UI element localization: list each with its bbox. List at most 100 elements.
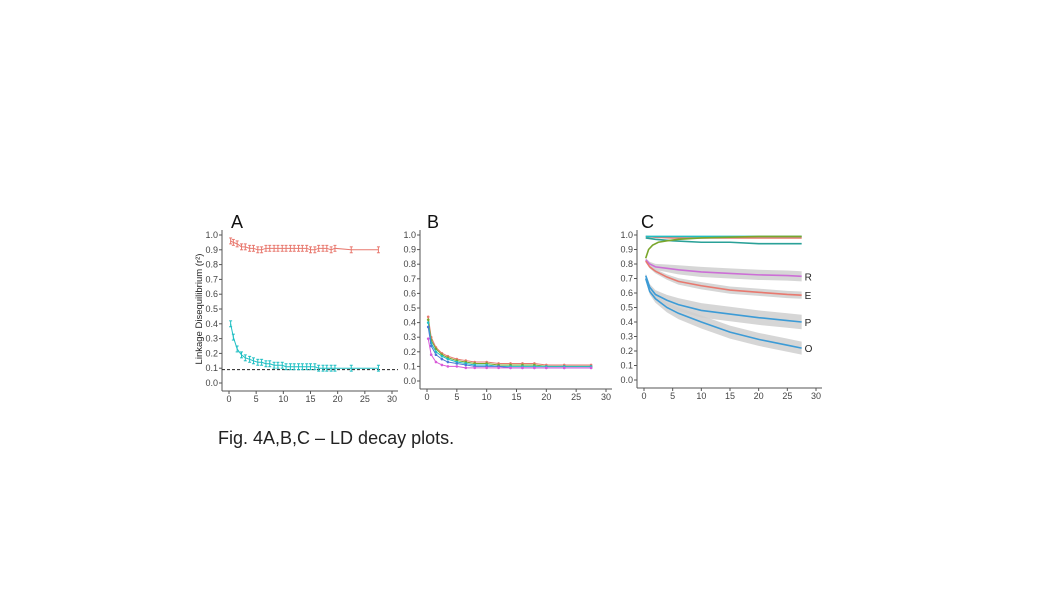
- series-0: [229, 237, 380, 254]
- y-tick-label: 1.0: [620, 230, 633, 240]
- data-point: [429, 353, 433, 357]
- series-line: [427, 322, 592, 367]
- panel-c: C 0.0 0.1 0.2 0.3 0.4 0.5 0.6 0.7 0.8 0.9 1.0 0 5 10 15…: [620, 212, 822, 401]
- y-tick-label: 0.1: [620, 361, 633, 371]
- series-end-label: R: [805, 272, 812, 283]
- data-point: [440, 357, 444, 361]
- y-tick-label: 0.8: [620, 259, 633, 269]
- y-tick-label: 0.3: [403, 332, 416, 342]
- y-tick-label: 0.2: [205, 348, 218, 358]
- y-tick-label: 0.7: [403, 274, 416, 284]
- series-line: [427, 316, 592, 366]
- panel-a: A 0.0 0.1 0.2 0.3 0.4 0.5 0.6 0.7 0.8 0.9 1.0 0 5 10 15…: [194, 212, 398, 404]
- y-tick-label: 1.0: [205, 230, 218, 240]
- y-tick-label: 0.1: [403, 361, 416, 371]
- data-point: [521, 366, 524, 370]
- data-point: [562, 366, 566, 370]
- series-2: [645, 237, 802, 245]
- x-tick-label: 15: [511, 392, 521, 402]
- y-axis-title: Linkage Disequilibrium (r²): [194, 254, 205, 365]
- data-point: [455, 365, 459, 368]
- series-line: [645, 237, 802, 245]
- y-tick-label: 0.5: [620, 303, 633, 313]
- data-point: [434, 353, 438, 357]
- y-tick-label: 0.6: [205, 289, 218, 299]
- x-tick-label: 0: [641, 391, 646, 401]
- x-tick-label: 10: [482, 392, 492, 402]
- series-end-label: P: [805, 318, 812, 329]
- series-line: [644, 278, 802, 349]
- data-point: [434, 350, 438, 354]
- data-point: [426, 321, 430, 324]
- series-r: R: [645, 259, 812, 283]
- y-tick-label: 0.1: [205, 363, 218, 373]
- data-point: [434, 360, 438, 364]
- panel-b: B 0.0 0.1 0.2 0.3 0.4 0.5 0.6 0.7 0.8 0.9 1.0 0 5 10 15…: [403, 212, 612, 402]
- confidence-band: [645, 260, 802, 299]
- x-tick-label: 30: [601, 392, 611, 402]
- x-tick-label: 10: [696, 391, 706, 401]
- x-tick-label: 0: [226, 394, 231, 404]
- y-tick-label: 0.6: [403, 288, 416, 298]
- y-tick-label: 0.3: [205, 334, 218, 344]
- x-tick-label: 30: [811, 391, 821, 401]
- data-point: [446, 357, 450, 361]
- confidence-band: [645, 273, 802, 330]
- series-2: [426, 321, 593, 368]
- x-tick-label: 20: [333, 394, 343, 404]
- figure-caption: Fig. 4A,B,C – LD decay plots.: [218, 428, 455, 448]
- y-tick-label: 0.2: [620, 346, 633, 356]
- data-point: [446, 365, 450, 368]
- panel-label: B: [427, 212, 439, 232]
- x-tick-label: 10: [278, 394, 288, 404]
- x-tick-label: 5: [254, 394, 259, 404]
- x-tick-label: 5: [454, 392, 459, 402]
- data-point: [426, 315, 430, 319]
- x-tick-label: 25: [571, 392, 581, 402]
- y-tick-label: 0.6: [620, 288, 633, 298]
- y-tick-label: 0.4: [620, 317, 633, 327]
- y-tick-label: 0.0: [620, 375, 633, 385]
- x-tick-label: 15: [305, 394, 315, 404]
- data-point: [545, 366, 548, 370]
- data-point: [464, 363, 468, 367]
- series-line: [644, 235, 802, 259]
- series-o: O: [644, 278, 813, 355]
- x-tick-label: 20: [541, 392, 551, 402]
- data-point: [429, 344, 433, 348]
- y-tick-label: 0.3: [620, 332, 633, 342]
- series-end-label: O: [805, 344, 813, 355]
- data-point: [426, 318, 430, 321]
- series-4: [426, 337, 593, 370]
- panel-label: C: [641, 212, 654, 232]
- data-point: [464, 366, 468, 370]
- data-point: [473, 366, 477, 370]
- x-tick-label: 25: [360, 394, 370, 404]
- series-line: [427, 319, 592, 367]
- y-tick-label: 0.7: [620, 274, 633, 284]
- x-tick-label: 25: [782, 391, 792, 401]
- confidence-band: [645, 276, 802, 355]
- data-point: [455, 362, 459, 365]
- y-tick-label: 0.9: [403, 245, 416, 255]
- y-tick-label: 0.5: [205, 304, 218, 314]
- y-tick-label: 0.9: [620, 245, 633, 255]
- data-point: [434, 347, 438, 351]
- series-line: [230, 323, 379, 369]
- x-tick-label: 15: [725, 391, 735, 401]
- series-line: [644, 275, 802, 323]
- series-line: [645, 259, 802, 278]
- y-tick-label: 0.0: [403, 376, 416, 386]
- series-p: P: [644, 275, 812, 329]
- series-line: [645, 260, 802, 296]
- data-point: [533, 366, 536, 370]
- y-tick-label: 0.7: [205, 274, 218, 284]
- y-tick-label: 0.4: [403, 318, 416, 328]
- x-tick-label: 5: [670, 391, 675, 401]
- series-line: [427, 338, 592, 369]
- series-1: [229, 320, 380, 372]
- y-tick-label: 0.5: [403, 303, 416, 313]
- series-end-label: E: [805, 291, 812, 302]
- data-point: [426, 337, 430, 340]
